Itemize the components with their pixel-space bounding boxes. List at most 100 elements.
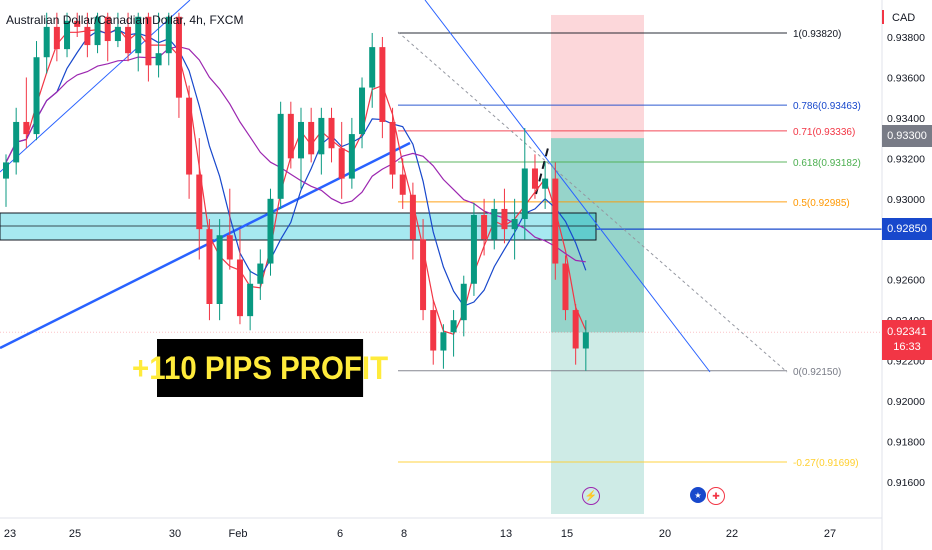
trend-lines: [0, 0, 788, 373]
candle-body: [206, 229, 213, 304]
y-tick-0: 0.93800: [887, 32, 925, 44]
candle-body: [186, 97, 193, 175]
fib-labels: 1(0.93820) 0.786(0.93463) 0.71(0.93336) 0.6…: [793, 29, 861, 469]
candle-body: [582, 332, 589, 349]
x-tick-1: 25: [69, 528, 81, 540]
candle-body: [460, 283, 467, 321]
candle-body: [308, 121, 315, 155]
currency-label[interactable]: CAD: [892, 12, 916, 24]
candle-body: [135, 16, 142, 54]
x-tick-9: 22: [726, 528, 738, 540]
candle-body: [84, 26, 91, 46]
y-tick-1: 0.93600: [887, 72, 925, 84]
candle-body: [542, 178, 549, 189]
candle-body: [389, 121, 396, 175]
projection-path: [535, 147, 549, 195]
candle-body: [247, 283, 254, 317]
moving-average-2: [5, 46, 586, 263]
candle-body: [470, 215, 477, 284]
y-tick-3: 0.93200: [887, 153, 925, 165]
x-tick-4: 6: [337, 528, 343, 540]
candle-body: [277, 113, 284, 199]
candle-body: [64, 20, 71, 50]
candles: [3, 12, 589, 371]
canada-flag-icon[interactable]: ✚: [707, 487, 725, 505]
fib-label-2: 0.71(0.93336): [793, 127, 855, 138]
candle-body: [104, 16, 111, 42]
candle-body: [338, 148, 345, 179]
candle-body: [114, 26, 121, 42]
y-tick-5: 0.92600: [887, 275, 925, 287]
candle-body: [74, 20, 81, 27]
candle-body: [226, 235, 233, 260]
candle-body: [318, 117, 325, 155]
moving-average-1: [5, 28, 587, 307]
candle-countdown: 16:33: [893, 341, 921, 353]
candle-body: [125, 26, 132, 54]
y-tick-10: 0.91600: [887, 477, 925, 489]
x-tick-2: 30: [169, 528, 181, 540]
candle-body: [287, 113, 294, 159]
candle-body: [481, 215, 488, 240]
candle-body: [43, 26, 50, 58]
candle-body: [13, 121, 20, 163]
candle-body: [572, 310, 579, 349]
candle-body: [155, 53, 162, 66]
candle-body: [491, 208, 498, 240]
candle-body: [562, 263, 569, 311]
candle-body: [3, 162, 9, 179]
current-price: 0.92341: [887, 326, 927, 338]
x-tick-7: 15: [561, 528, 573, 540]
profit-banner: +110 PIPS PROFIT: [132, 339, 388, 397]
candle-body: [23, 121, 30, 135]
symbol-title: Australian Dollar/Canadian Dollar, 4h, F…: [6, 13, 244, 27]
candle-body: [379, 47, 386, 122]
moving-averages: [5, 27, 587, 336]
candle-body: [196, 174, 203, 230]
x-tick-10: 27: [824, 528, 836, 540]
y-tick-4: 0.93000: [887, 194, 925, 206]
candle-body: [328, 117, 335, 149]
candle-body: [175, 16, 182, 98]
candle-body: [420, 239, 427, 311]
candle-body: [348, 134, 355, 179]
candle-body: [501, 208, 508, 230]
downtrend-line: [424, 0, 711, 373]
x-tick-6: 13: [500, 528, 512, 540]
take-profit-zone: [551, 138, 644, 515]
candle-body: [33, 57, 40, 135]
candle-body: [267, 198, 274, 264]
fib-label-5: 0(0.92150): [793, 367, 841, 378]
stop-loss-zone: [551, 14, 644, 139]
y-tick-9: 0.91800: [887, 437, 925, 449]
fib-label-6: -0.27(0.91699): [793, 458, 859, 469]
candle-body: [399, 174, 406, 195]
lightning-icon[interactable]: ⚡: [582, 487, 600, 505]
candle-body: [145, 16, 152, 66]
level-lines: [0, 32, 882, 463]
level-price-badge: 0.92850: [882, 218, 932, 240]
fib-label-3: 0.618(0.93182): [793, 158, 861, 169]
candle-body: [236, 259, 243, 317]
candle-body: [521, 168, 528, 220]
candle-body: [257, 263, 264, 284]
candle-body: [359, 87, 366, 135]
candle-body: [440, 332, 447, 351]
candle-body: [531, 168, 538, 189]
uptrend-line: [0, 141, 411, 350]
australia-flag-icon[interactable]: ★: [690, 487, 706, 503]
candle-body: [409, 194, 416, 240]
x-tick-5: 8: [401, 528, 407, 540]
marker-price-badge: 0.93300: [882, 125, 932, 147]
candle-body: [511, 219, 518, 230]
current-price-badge: 0.92341 16:33: [882, 320, 932, 360]
y-tick-8: 0.92000: [887, 396, 925, 408]
x-tick-3: Feb: [229, 528, 248, 540]
candle-body: [430, 310, 437, 351]
fib-label-1: 0.786(0.93463): [793, 101, 861, 112]
fib-diagonal: [397, 31, 788, 373]
y-tick-2: 0.93400: [887, 113, 925, 125]
x-tick-0: 23: [4, 528, 16, 540]
candle-body: [298, 121, 304, 159]
